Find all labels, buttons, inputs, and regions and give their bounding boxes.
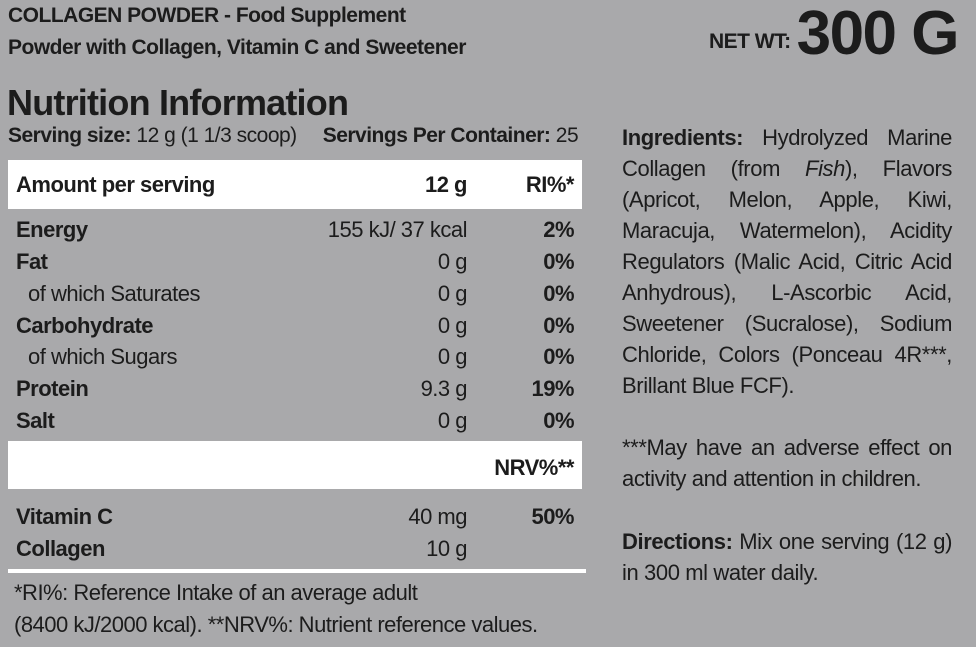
servings-per-container-value: 25	[555, 124, 579, 147]
ingredients-label: Ingredients:	[622, 125, 744, 150]
adverse-effect-warning: ***May have an adverse effect on activit…	[622, 435, 952, 491]
row-percent: 0%	[543, 313, 574, 338]
product-title: COLLAGEN POWDER - Food Supplement	[8, 4, 406, 27]
table-row: Vitamin C 40 mg 50%	[8, 500, 582, 532]
row-amount: 0 g	[437, 249, 468, 274]
ingredients-italic: Fish	[805, 156, 845, 181]
serving-info: Serving size: 12 g (1 1/3 scoop) Servings…	[8, 124, 579, 148]
row-amount: 9.3 g	[420, 376, 468, 401]
nrv-header-percent: NRV%**	[494, 455, 574, 480]
row-amount: 0 g	[437, 408, 468, 433]
directions-paragraph: Directions: Mix one serving (12 g) in 30…	[622, 526, 952, 588]
serving-size-label: Serving size:	[8, 124, 132, 147]
row-amount: 0 g	[437, 281, 468, 306]
table-row: Energy 155 kJ/ 37 kcal 2%	[8, 213, 582, 245]
row-label: Salt	[16, 408, 55, 433]
table-row: Fat 0 g 0%	[8, 245, 582, 277]
table-row: Carbohydrate 0 g 0%	[8, 309, 582, 341]
table-row: of which Sugars 0 g 0%	[8, 340, 582, 372]
row-label: Collagen	[16, 536, 105, 561]
row-label: Fat	[16, 249, 48, 274]
serving-size-value: 12 g (1 1/3 scoop)	[136, 124, 297, 147]
table-row: of which Saturates 0 g 0%	[8, 277, 582, 309]
servings-per-container-label: Servings Per Container:	[322, 124, 551, 147]
row-amount: 40 mg	[408, 504, 467, 529]
row-amount: 0 g	[437, 313, 468, 338]
footnote: *RI%: Reference Intake of an average adu…	[14, 577, 584, 641]
row-label: Vitamin C	[16, 504, 113, 529]
table-header-row: Amount per serving 12 g RI%*	[8, 168, 582, 200]
row-percent: 0%	[543, 344, 574, 369]
nutrition-title: Nutrition Information	[7, 82, 349, 123]
ingredients-text-1: Hydrolyzed Marine Collagen (from	[622, 125, 952, 181]
directions-text: Mix one serving (12 g) in 300 ml water d…	[622, 529, 952, 585]
ingredients-paragraph: Ingredients: Hydrolyzed Marine Collagen …	[622, 122, 952, 401]
row-percent: 0%	[543, 408, 574, 433]
row-percent: 0%	[543, 249, 574, 274]
table-header-label: Amount per serving	[16, 172, 215, 197]
row-percent: 0%	[543, 281, 574, 306]
row-percent: 2%	[543, 217, 574, 242]
net-weight-value: 300 G	[796, 0, 960, 68]
row-amount: 155 kJ/ 37 kcal	[327, 217, 468, 242]
net-weight: NET WT:300 G	[708, 0, 960, 69]
row-label: Protein	[16, 376, 89, 401]
row-label: Carbohydrate	[16, 313, 154, 338]
table-header-amount: 12 g	[424, 172, 468, 197]
row-label: Energy	[16, 217, 88, 242]
row-percent: 50%	[531, 504, 574, 529]
footnote-line-2: (8400 kJ/2000 kcal). **NRV%: Nutrient re…	[14, 612, 538, 637]
footnote-line-1: *RI%: Reference Intake of an average adu…	[14, 580, 418, 605]
row-percent: 19%	[531, 376, 574, 401]
table-row: Salt 0 g 0%	[8, 404, 582, 436]
product-subtitle: Powder with Collagen, Vitamin C and Swee…	[8, 36, 466, 59]
row-label: of which Saturates	[28, 281, 200, 306]
ingredients-text-2: ), Flavors (Apricot, Melon, Apple, Kiwi,…	[622, 156, 952, 398]
table-header-band	[8, 160, 582, 209]
row-label: of which Sugars	[28, 344, 178, 369]
row-amount: 10 g	[426, 536, 467, 561]
table-bottom-divider	[8, 569, 586, 573]
directions-label: Directions:	[622, 529, 733, 554]
nrv-header-band	[8, 441, 582, 489]
row-amount: 0 g	[437, 344, 468, 369]
net-weight-label: NET WT:	[708, 30, 791, 53]
table-row: Protein 9.3 g 19%	[8, 372, 582, 404]
table-row: Collagen 10 g	[8, 532, 582, 564]
table-header-percent: RI%*	[525, 172, 575, 197]
nrv-header-row: NRV%**	[8, 451, 582, 483]
